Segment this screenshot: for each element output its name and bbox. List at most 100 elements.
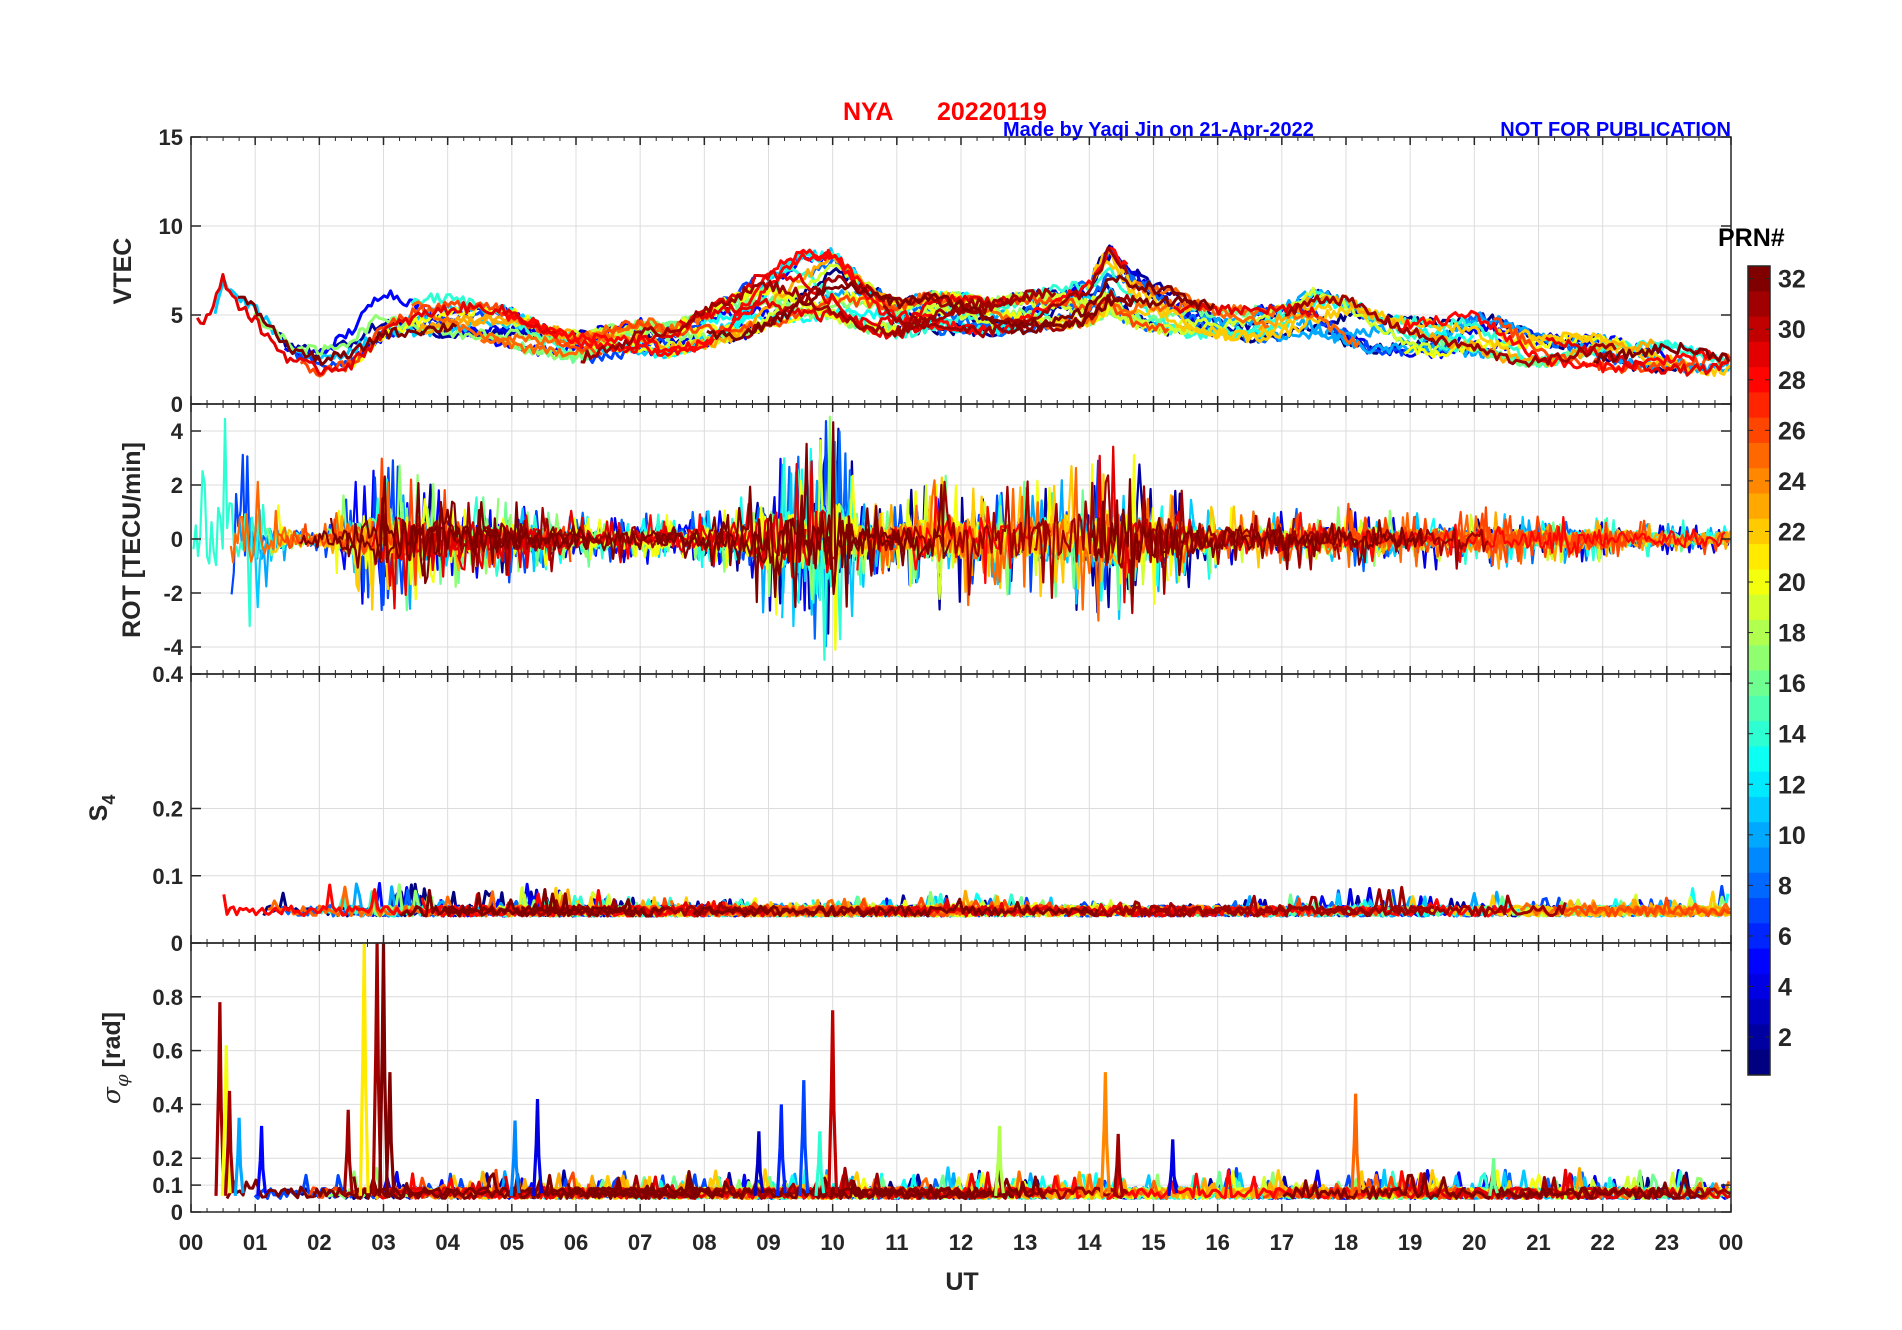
sigma-phi-ytick-label: 0.4 bbox=[152, 1092, 183, 1117]
title-station: NYA bbox=[843, 98, 894, 126]
s4-panel: 0 0.1 0.2 0.4 bbox=[152, 662, 1732, 956]
sigma-phi-ytick-label: 0.8 bbox=[152, 985, 183, 1010]
sigma-phi-spike-18 bbox=[1099, 1072, 1111, 1196]
s4-ytick-label: 0.1 bbox=[152, 864, 183, 889]
colorbar-segment bbox=[1748, 291, 1770, 318]
colorbar-segment bbox=[1748, 721, 1770, 747]
colorbar-segment bbox=[1748, 316, 1770, 343]
x-tick-label: 02 bbox=[307, 1230, 331, 1255]
colorbar-segment bbox=[1748, 518, 1770, 545]
vtec-prn-29 bbox=[196, 270, 1730, 377]
vtec-ytick-label: 5 bbox=[171, 303, 183, 328]
colorbar-tick-label: 32 bbox=[1778, 266, 1806, 294]
sigma-phi-traces bbox=[214, 943, 1731, 1200]
colorbar-segment bbox=[1748, 392, 1770, 419]
colorbar-segment bbox=[1748, 645, 1770, 671]
colorbar-tick-label: 20 bbox=[1778, 569, 1806, 597]
sigma-phi-spike-10 bbox=[509, 1120, 521, 1196]
colorbar-title: PRN# bbox=[1718, 224, 1785, 252]
colorbar-tick-label: 6 bbox=[1778, 923, 1792, 951]
colorbar-segment bbox=[1748, 266, 1770, 292]
colorbar-segment bbox=[1748, 367, 1770, 393]
colorbar-segment bbox=[1748, 847, 1770, 874]
title-credit: Made by Yaqi Jin on 21-Apr-2022 bbox=[1003, 119, 1314, 141]
sigma-phi-spike-13 bbox=[775, 1104, 787, 1196]
rot-traces bbox=[192, 415, 1731, 661]
sigma-phi-spike-2 bbox=[224, 1090, 235, 1196]
s4-ytick-label: 0.2 bbox=[152, 797, 183, 822]
sigma-phi-prn-32 bbox=[225, 1168, 1704, 1200]
vtec-prn-22 bbox=[1051, 248, 1731, 377]
colorbar-tick-label: 26 bbox=[1778, 417, 1806, 445]
x-tick-label: 00 bbox=[1719, 1230, 1743, 1255]
x-tick-label: 20 bbox=[1462, 1230, 1486, 1255]
x-tick-label: 06 bbox=[564, 1230, 588, 1255]
title-date: 20220119 bbox=[937, 98, 1047, 126]
colorbar-segment bbox=[1748, 771, 1770, 798]
rot-ytick-label: 4 bbox=[171, 419, 184, 444]
sigma-phi-spike-14 bbox=[798, 1080, 810, 1196]
sigma-phi-ytick-label: 0.1 bbox=[152, 1173, 183, 1198]
s4-prn-32 bbox=[399, 888, 1100, 918]
sigma-phi-spike-17 bbox=[994, 1125, 1005, 1196]
x-tick-label: 08 bbox=[692, 1230, 716, 1255]
colorbar-segment bbox=[1748, 872, 1770, 899]
sigma-phi-grid bbox=[190, 943, 1732, 1213]
sigma-phi-spike-6 bbox=[358, 943, 370, 1196]
colorbar-segment bbox=[1748, 1049, 1770, 1076]
x-tick-labels: 00 01 02 03 04 05 06 07 08 09 10 11 12 13 14 15 16 17 18 19… bbox=[179, 1230, 1743, 1255]
s4-ytick-label: 0 bbox=[171, 931, 183, 956]
x-tick-label: 09 bbox=[756, 1230, 780, 1255]
colorbar-tick-label: 22 bbox=[1778, 518, 1806, 546]
colorbar-segment bbox=[1748, 417, 1770, 444]
colorbar-tick-label: 28 bbox=[1778, 367, 1806, 395]
colorbar-segment bbox=[1748, 948, 1770, 975]
colorbar-segment bbox=[1748, 973, 1770, 1000]
sigma-phi-spike-7 bbox=[371, 943, 383, 1196]
colorbar-segment bbox=[1748, 898, 1770, 924]
x-tick-label: 00 bbox=[179, 1230, 203, 1255]
colorbar-segment bbox=[1748, 1024, 1770, 1051]
x-tick-label: 13 bbox=[1013, 1230, 1037, 1255]
colorbar-segment bbox=[1748, 999, 1770, 1025]
sigma-phi-spike-20 bbox=[1167, 1139, 1179, 1197]
x-tick-label: 03 bbox=[371, 1230, 395, 1255]
colorbar-tick-label: 10 bbox=[1778, 822, 1806, 850]
x-tick-label: 21 bbox=[1526, 1230, 1550, 1255]
vtec-prn-20 bbox=[350, 287, 1631, 369]
colorbar-segment bbox=[1748, 619, 1770, 646]
sigma-phi-ytick-label: 0.2 bbox=[152, 1146, 183, 1171]
colorbar-segment bbox=[1748, 493, 1770, 520]
rot-axis-label: ROT [TECU/min] bbox=[118, 442, 146, 638]
vtec-ytick-label: 0 bbox=[171, 392, 183, 417]
x-tick-label: 18 bbox=[1334, 1230, 1358, 1255]
vtec-traces bbox=[196, 244, 1731, 378]
colorbar-tick-label: 8 bbox=[1778, 872, 1792, 900]
x-tick-label: 17 bbox=[1270, 1230, 1294, 1255]
x-tick-label: 01 bbox=[243, 1230, 267, 1255]
sigma-phi-panel: 00.10.2 0.4 0.6 0.8 bbox=[152, 942, 1732, 1225]
sigma-phi-spike-4 bbox=[256, 1125, 268, 1196]
sigma-phi-spike-15 bbox=[814, 1131, 826, 1196]
colorbar-segment bbox=[1748, 569, 1770, 596]
rot-prn-32 bbox=[299, 421, 1424, 609]
sigma-phi-spike-0 bbox=[214, 1002, 226, 1196]
sigma-phi-spike-12 bbox=[753, 1131, 765, 1196]
rot-ytick-label: 0 bbox=[171, 527, 183, 552]
x-tick-label: 22 bbox=[1590, 1230, 1614, 1255]
colorbar-segment bbox=[1748, 341, 1770, 368]
colorbar-tick-label: 16 bbox=[1778, 670, 1806, 698]
sigma-phi-spike-3 bbox=[233, 1117, 245, 1196]
x-tick-label: 12 bbox=[949, 1230, 973, 1255]
x-tick-label: 10 bbox=[820, 1230, 844, 1255]
colorbar-tick-label: 18 bbox=[1778, 620, 1806, 648]
colorbar-segment bbox=[1748, 695, 1770, 722]
x-tick-label: 11 bbox=[885, 1230, 908, 1255]
vtec-axis-label: VTEC bbox=[109, 238, 137, 305]
vtec-ytick-label: 10 bbox=[159, 214, 183, 239]
title-notice: NOT FOR PUBLICATION bbox=[1500, 119, 1731, 141]
vtec-panel: 0 5 10 15 bbox=[159, 125, 1732, 417]
colorbar-segment bbox=[1748, 544, 1770, 570]
vtec-prn-28 bbox=[501, 246, 1730, 374]
